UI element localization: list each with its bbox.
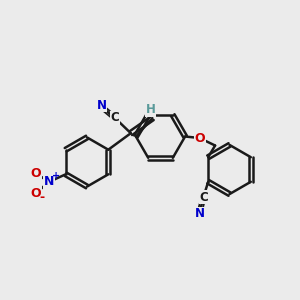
Text: -: - [39,191,44,204]
Text: C: C [111,111,120,124]
Text: +: + [52,171,60,182]
Text: O: O [194,132,205,145]
Text: H: H [146,103,156,116]
Text: N: N [96,99,106,112]
Text: O: O [30,187,41,200]
Text: N: N [195,207,205,220]
Text: O: O [30,167,41,180]
Text: C: C [199,191,208,204]
Text: N: N [44,175,54,188]
